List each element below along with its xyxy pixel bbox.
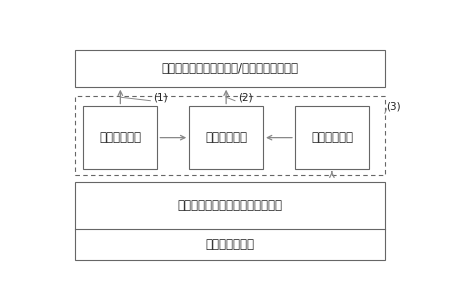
Bar <box>83 106 157 169</box>
Text: 音频采集模块: 音频采集模块 <box>311 131 353 144</box>
Text: (3): (3) <box>386 101 401 112</box>
Bar <box>75 182 385 260</box>
Text: 放音监控模块: 放音监控模块 <box>99 131 142 144</box>
Text: 模拟电话机系统: 模拟电话机系统 <box>205 238 254 251</box>
Text: 音频上传模块: 音频上传模块 <box>205 131 247 144</box>
Bar <box>295 106 369 169</box>
Bar <box>75 96 385 175</box>
Text: 主被叫音频流（模拟电话机声道）: 主被叫音频流（模拟电话机声道） <box>177 199 282 212</box>
Bar <box>75 50 385 87</box>
Bar <box>189 106 263 169</box>
Text: (1): (1) <box>154 92 168 102</box>
Text: 外部平台（外部放音资源/音频处理系统等）: 外部平台（外部放音资源/音频处理系统等） <box>161 62 298 75</box>
Text: (2): (2) <box>238 92 253 102</box>
